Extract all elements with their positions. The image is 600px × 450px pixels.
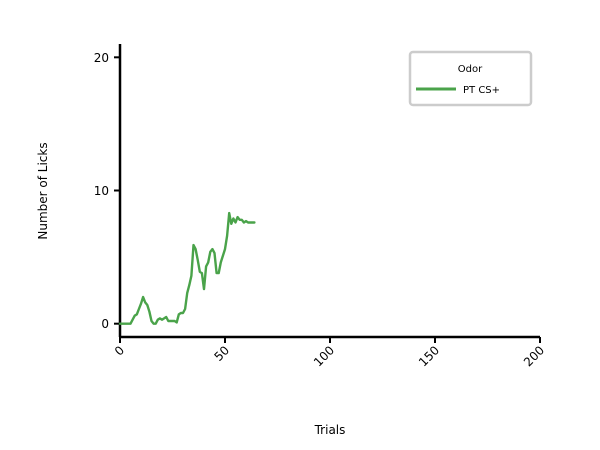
x-tick-label: 200 — [521, 343, 547, 369]
legend-title: Odor — [458, 64, 483, 75]
x-tick-label: 100 — [311, 343, 337, 369]
y-tick-label: 10 — [94, 184, 109, 198]
series-layer — [118, 211, 256, 325]
y-axis-label: Number of Licks — [36, 142, 50, 239]
x-tick-label: 50 — [211, 343, 232, 364]
x-axis-label: Trials — [314, 423, 346, 437]
x-tick-label: 150 — [416, 343, 442, 369]
legend-frame — [408, 50, 533, 107]
y-tick-label: 20 — [94, 51, 109, 65]
legend-label: PT CS+ — [463, 85, 500, 96]
series-line-0 — [118, 211, 256, 325]
y-tick-label: 0 — [101, 317, 109, 331]
legend: Odor PT CS+ — [408, 50, 533, 107]
x-tick-label: 0 — [112, 343, 127, 358]
